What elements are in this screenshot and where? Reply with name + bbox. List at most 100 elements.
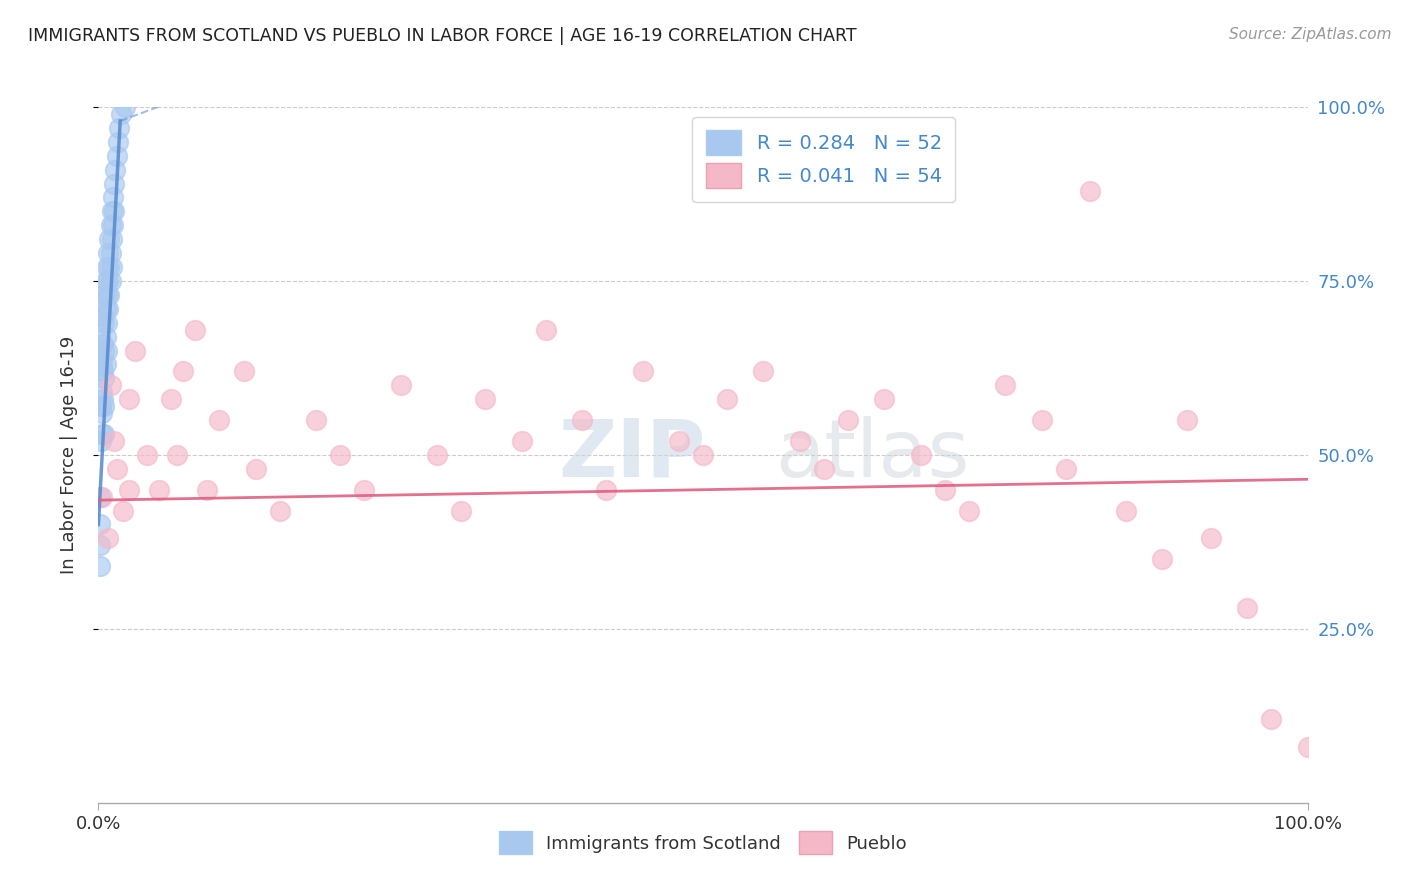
Point [91, 406, 114, 420]
Point [1175, 413, 1198, 427]
Point [103, 204, 125, 219]
Point [91, 490, 114, 504]
Point [837, 413, 859, 427]
Point [104, 162, 127, 177]
Point [96, 343, 118, 358]
Point [98, 232, 121, 246]
Point [100, 219, 122, 233]
Point [994, 378, 1017, 392]
Point [91, 336, 114, 351]
Point [91, 385, 114, 400]
Point [93, 343, 115, 358]
Point [195, 483, 218, 497]
Point [91, 336, 114, 351]
Point [668, 434, 690, 448]
Point [752, 364, 775, 378]
Point [90, 434, 112, 448]
Point [107, 135, 129, 149]
Point [93, 399, 115, 413]
Point [353, 483, 375, 497]
Point [245, 462, 267, 476]
Point [166, 448, 188, 462]
Point [89, 538, 111, 552]
Point [426, 448, 449, 462]
Point [89, 559, 111, 574]
Point [93, 371, 115, 385]
Text: IMMIGRANTS FROM SCOTLAND VS PUEBLO IN LABOR FORCE | AGE 16-19 CORRELATION CHART: IMMIGRANTS FROM SCOTLAND VS PUEBLO IN LA… [28, 27, 856, 45]
Point [269, 503, 291, 517]
Point [1152, 552, 1174, 566]
Point [100, 274, 122, 288]
Point [97, 532, 120, 546]
Point [631, 364, 654, 378]
Point [789, 434, 811, 448]
Point [934, 483, 956, 497]
Point [100, 378, 122, 392]
Point [1031, 413, 1053, 427]
Point [692, 448, 714, 462]
Point [910, 448, 932, 462]
Point [96, 316, 118, 330]
Point [208, 413, 231, 427]
Point [1296, 740, 1319, 755]
Point [98, 260, 121, 274]
Point [91, 364, 114, 378]
Point [97, 274, 120, 288]
Point [90, 364, 112, 378]
Point [89, 490, 111, 504]
Point [389, 378, 412, 392]
Point [510, 434, 533, 448]
Point [100, 232, 122, 246]
Point [100, 204, 122, 219]
Point [534, 323, 557, 337]
Point [108, 120, 131, 135]
Point [124, 343, 146, 358]
Point [94, 358, 117, 372]
Point [94, 301, 117, 316]
Point [93, 427, 115, 442]
Point [97, 301, 120, 316]
Point [474, 392, 496, 407]
Point [97, 246, 120, 260]
Point [1115, 503, 1137, 517]
Point [571, 413, 593, 427]
Point [595, 483, 617, 497]
Point [91, 309, 114, 323]
Point [118, 392, 141, 407]
Point [1236, 601, 1258, 615]
Point [91, 392, 114, 407]
Point [105, 149, 128, 163]
Legend: Immigrants from Scotland, Pueblo: Immigrants from Scotland, Pueblo [491, 822, 915, 863]
Point [329, 448, 352, 462]
Point [91, 358, 114, 372]
Point [101, 219, 124, 233]
Point [873, 392, 896, 407]
Point [93, 316, 115, 330]
Point [172, 364, 194, 378]
Point [716, 392, 738, 407]
Point [114, 100, 136, 114]
Point [89, 517, 111, 532]
Point [105, 462, 128, 476]
Point [96, 260, 118, 274]
Point [1054, 462, 1077, 476]
Point [100, 246, 122, 260]
Point [91, 427, 114, 442]
Point [94, 329, 117, 343]
Point [110, 107, 132, 121]
Point [232, 364, 254, 378]
Y-axis label: In Labor Force | Age 16-19: In Labor Force | Age 16-19 [59, 335, 77, 574]
Point [135, 448, 157, 462]
Point [101, 190, 124, 204]
Point [813, 462, 835, 476]
Point [305, 413, 328, 427]
Point [100, 260, 122, 274]
Text: Source: ZipAtlas.com: Source: ZipAtlas.com [1229, 27, 1392, 42]
Point [98, 288, 121, 302]
Point [957, 503, 980, 517]
Point [184, 323, 207, 337]
Point [1078, 184, 1101, 198]
Point [96, 288, 118, 302]
Point [118, 483, 141, 497]
Point [1260, 712, 1282, 726]
